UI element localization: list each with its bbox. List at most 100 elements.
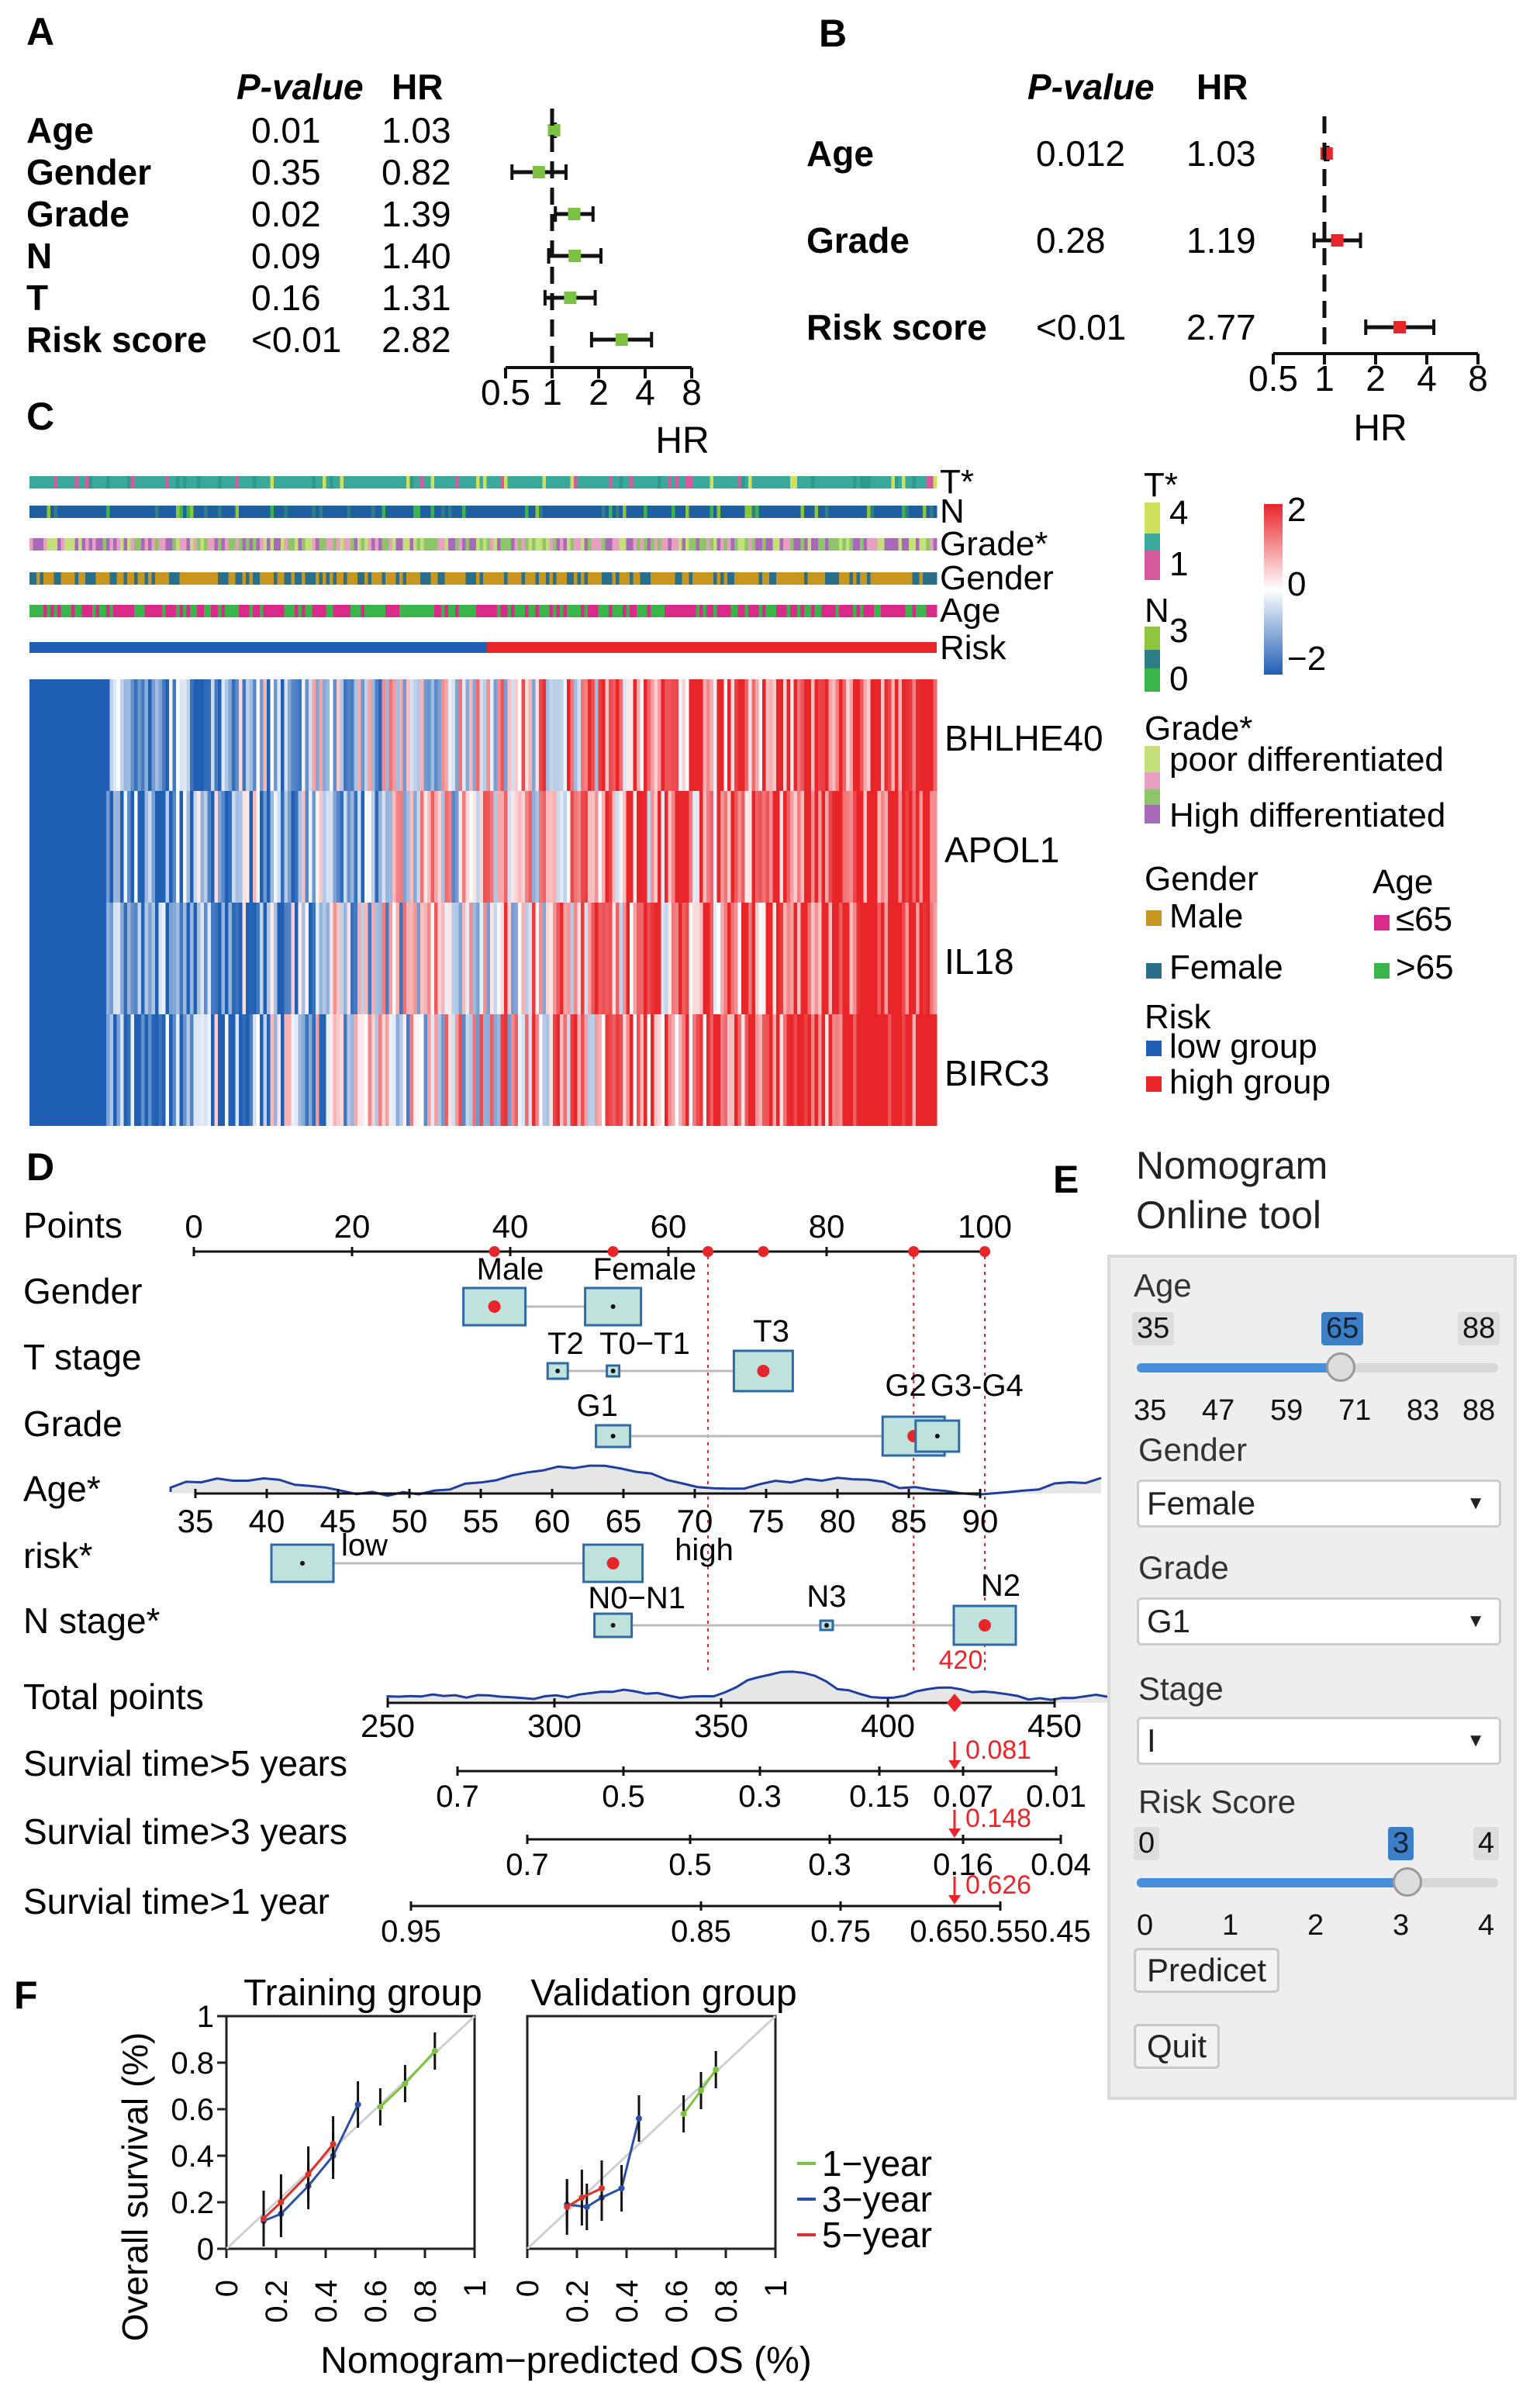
annotation-cell-t: [532, 476, 536, 489]
forest-row-hr: 0.82: [382, 152, 451, 192]
heatmap-cell: [574, 903, 578, 1014]
annotation-cell-t: [319, 476, 323, 489]
heatmap-cell: [151, 679, 156, 791]
heatmap-cell: [758, 1014, 763, 1126]
heatmap-cell: [235, 679, 240, 791]
annotation-cell-gender: [748, 572, 752, 585]
annotation-cell-n: [270, 506, 275, 518]
stage-select[interactable]: I ▼: [1137, 1717, 1501, 1765]
heatmap-cell: [521, 679, 526, 791]
heatmap-cell: [591, 903, 596, 1014]
annotation-cell-grade: [67, 538, 72, 551]
heatmap-cell: [371, 791, 375, 903]
heatmap-cell: [825, 903, 829, 1014]
heatmap-cell: [291, 679, 295, 791]
grade-select[interactable]: G1 ▼: [1137, 1597, 1501, 1645]
heatmap-cell: [570, 791, 575, 903]
heatmap-cell: [769, 791, 773, 903]
annotation-cell-gender: [123, 572, 128, 585]
annotation-cell-age: [169, 605, 173, 617]
calibration-point: [583, 2204, 590, 2210]
heatmap-cell: [877, 679, 882, 791]
annotation-cell-n: [525, 506, 529, 518]
risk-slider-handle[interactable]: [1393, 1867, 1422, 1897]
heatmap-cell: [762, 791, 766, 903]
annotation-cell-n: [793, 506, 798, 518]
heatmap-cell: [560, 903, 564, 1014]
annotation-cell-t: [591, 476, 596, 489]
annotation-cell-t: [57, 476, 61, 489]
annotation-cell-age: [640, 605, 644, 617]
annotation-cell-t: [521, 476, 526, 489]
heatmap-cell: [260, 791, 264, 903]
gender-select[interactable]: Female ▼: [1137, 1480, 1501, 1528]
annotation-cell-t: [274, 476, 278, 489]
age-slider-handle[interactable]: [1326, 1352, 1355, 1382]
annotation-cell-t: [553, 476, 557, 489]
annotation-cell-age: [451, 605, 456, 617]
heatmap-cell: [748, 1014, 752, 1126]
annotation-cell-grade: [626, 538, 630, 551]
heatmap-cell: [458, 791, 463, 903]
heatmap-cell: [392, 791, 396, 903]
annotation-cell-grade: [776, 538, 780, 551]
heatmap-cell: [281, 1014, 285, 1126]
annotation-cell-t: [309, 476, 312, 489]
heatmap-cell: [751, 903, 756, 1014]
heatmap-cell: [437, 903, 442, 1014]
annotation-cell-gender: [818, 572, 822, 585]
heatmap-cell: [176, 903, 180, 1014]
heatmap-cell: [375, 903, 379, 1014]
heatmap-cell: [765, 791, 770, 903]
heatmap-cell: [528, 1014, 533, 1126]
heatmap-cell: [821, 1014, 826, 1126]
age-slider-value: 65: [1321, 1312, 1364, 1345]
heatmap-cell: [33, 791, 37, 903]
heatmap-cell: [43, 903, 47, 1014]
heatmap-cell: [818, 679, 822, 791]
heatmap-cell: [469, 679, 473, 791]
age-tick-label: 85: [891, 1503, 927, 1539]
annotation-cell-grade: [371, 538, 375, 551]
annotation-cell-gender: [528, 572, 533, 585]
quit-button[interactable]: Quit: [1134, 2024, 1221, 2069]
annotation-cell-age: [165, 605, 170, 617]
heatmap-cell: [375, 1014, 379, 1126]
heatmap-cell: [598, 903, 603, 1014]
annotation-cell-gender: [284, 572, 288, 585]
annotation-cell-gender: [256, 572, 261, 585]
heatmap-cell: [483, 791, 487, 903]
annotation-cell-age: [598, 605, 603, 617]
annotation-cell-n: [427, 506, 431, 518]
annotation-cell-age: [591, 605, 596, 617]
total-tick-label: 350: [694, 1708, 748, 1744]
heatmap-cell: [371, 679, 375, 791]
annotation-cell-grade: [737, 538, 742, 551]
annotation-cell-n: [751, 506, 756, 518]
calibration-x-tick-label: 0: [210, 2280, 244, 2297]
annotation-cell-n: [814, 506, 819, 518]
legend-age-swatch-young: [1374, 915, 1390, 931]
heatmap-cell: [860, 1014, 864, 1126]
heatmap-cell: [612, 791, 616, 903]
age-slider[interactable]: 35 65 88 35 47 59 71 83 88: [1132, 1309, 1501, 1427]
annotation-cell-gender: [242, 572, 247, 585]
annotation-cell-grade: [884, 538, 889, 551]
annotation-cell-age: [357, 605, 361, 617]
heatmap-cell: [758, 791, 763, 903]
annotation-cell-t: [570, 476, 575, 489]
annotation-cell-gender: [36, 572, 40, 585]
predict-button[interactable]: Predicet: [1134, 1948, 1280, 1993]
annotation-cell-n: [598, 506, 603, 518]
heatmap-cell: [29, 679, 33, 791]
annotation-cell-n: [295, 506, 299, 518]
heatmap-cell: [549, 791, 554, 903]
survival-5y-tick-label: 0.5: [602, 1780, 645, 1814]
n-stage-label: N3: [806, 1580, 846, 1614]
heatmap-cell: [298, 791, 302, 903]
annotation-cell-grade: [839, 538, 843, 551]
heatmap-cell: [60, 679, 65, 791]
annotation-cell-age: [350, 605, 354, 617]
risk-slider[interactable]: 0 3 4 0 1 2 3 4: [1134, 1824, 1501, 1942]
annotation-cell-gender: [151, 572, 156, 585]
